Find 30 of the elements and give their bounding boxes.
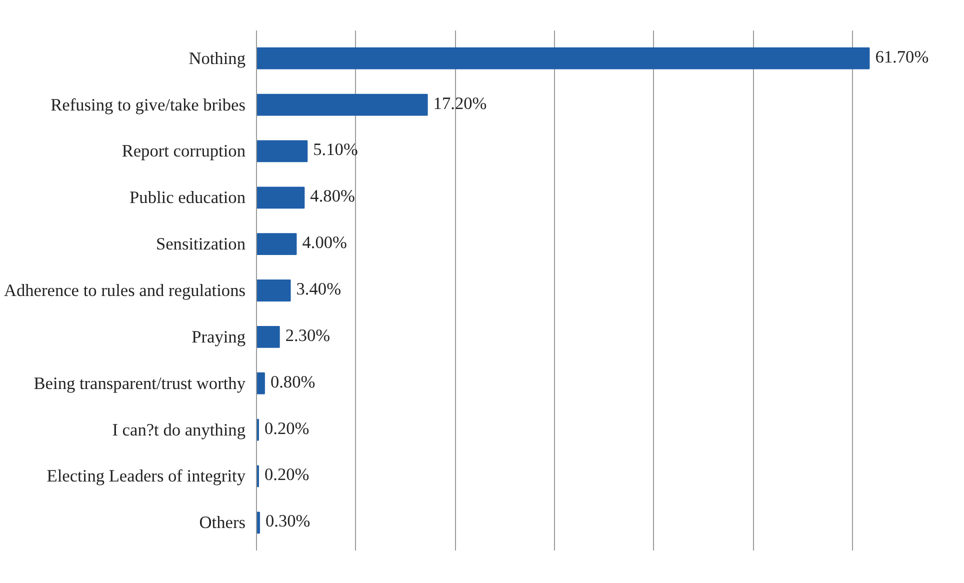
data-label: 0.30% — [265, 512, 310, 531]
y-tick-label: Praying — [192, 327, 246, 346]
bar — [256, 326, 280, 348]
y-tick-label: Sensitization — [156, 234, 246, 254]
y-tick-label: Refusing to give/take bribes — [50, 95, 246, 114]
y-tick-label: Being transparent/trust worthy — [34, 374, 246, 393]
data-label: 4.80% — [310, 186, 355, 206]
data-label: 2.30% — [285, 326, 330, 345]
bar — [256, 140, 308, 162]
bar — [256, 94, 428, 116]
bar — [256, 280, 291, 302]
y-tick-label: Adherence to rules and regulations — [4, 281, 246, 300]
bar — [256, 186, 305, 209]
data-label: 17.20% — [433, 94, 487, 113]
data-label: 4.00% — [302, 233, 347, 252]
y-tick-label: Public education — [130, 188, 246, 208]
y-tick-label: Others — [199, 513, 246, 532]
y-tick-label: Electing Leaders of integrity — [46, 466, 246, 486]
y-tick-label: Report corruption — [122, 142, 246, 161]
y-tick-label: I can?t do anything — [112, 420, 246, 440]
data-label: 0.20% — [264, 465, 310, 484]
bar — [256, 47, 870, 70]
data-label: 3.40% — [296, 280, 342, 298]
bar — [256, 372, 265, 394]
data-label: 5.10% — [313, 140, 358, 160]
bar — [256, 233, 297, 256]
data-label: 61.70% — [875, 47, 929, 66]
data-label: 0.80% — [270, 372, 316, 392]
y-tick-label: Nothing — [188, 48, 246, 68]
data-label: 0.20% — [264, 418, 310, 438]
